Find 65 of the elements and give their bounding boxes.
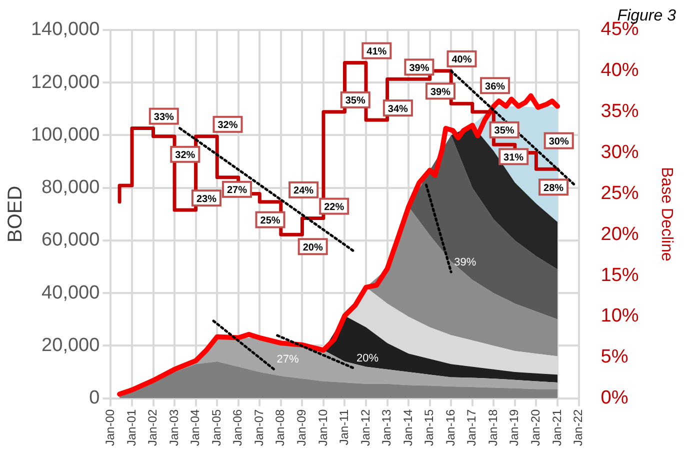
data-label: 20% [302, 242, 323, 254]
y2-tick-label: 25% [600, 182, 639, 204]
y-tick-label: 140,000 [30, 19, 100, 40]
data-label: 41% [366, 46, 387, 58]
data-label: 36% [485, 81, 506, 92]
data-label: 35% [345, 96, 366, 107]
x-tick-label: Jan-05 [209, 408, 224, 446]
annotation: 27% [276, 354, 300, 366]
y2-tick-label: 0% [600, 388, 628, 409]
x-tick-label: Jan-17 [464, 408, 479, 446]
x-tick-label: Jan-21 [550, 408, 564, 446]
x-tick-label: Jan-22 [571, 408, 586, 446]
data-label: 30% [548, 136, 569, 148]
x-tick-label: Jan-18 [486, 408, 500, 446]
y2-tick-label: 20% [600, 224, 639, 245]
data-label: 31% [504, 152, 524, 164]
data-label: 23% [196, 194, 217, 205]
x-tick-label: Jan-06 [230, 408, 245, 446]
y2-axis-title: Base Decline [658, 167, 675, 262]
x-tick-label: Jan-13 [380, 408, 394, 446]
y2-tick-label: 40% [600, 60, 639, 82]
y-tick-label: 20,000 [42, 334, 100, 356]
x-tick-label: Jan-19 [507, 408, 522, 446]
annotation: 39% [454, 256, 476, 269]
x-tick-label: Jan-11 [337, 408, 352, 446]
x-tick-label: Jan-20 [528, 408, 543, 446]
y2-tick-label: 35% [600, 101, 639, 122]
y-tick-label: 0 [89, 388, 100, 409]
data-label: 32% [218, 120, 238, 132]
data-label: 34% [388, 104, 408, 115]
x-tick-label: Jan-15 [422, 408, 436, 446]
data-label: 40% [452, 54, 472, 66]
y-tick-label: 80,000 [42, 177, 100, 198]
data-label: 32% [175, 150, 196, 162]
data-label: 24% [294, 186, 314, 197]
x-tick-label: Jan-09 [294, 408, 309, 446]
data-label: 22% [324, 202, 344, 213]
x-tick-label: Jan-01 [124, 408, 138, 446]
annotation: 20% [356, 352, 379, 365]
y-tick-label: 40,000 [42, 282, 100, 304]
x-tick-label: Jan-03 [166, 408, 181, 446]
y-axis-title: BOED [4, 186, 27, 242]
y2-tick-label: 15% [600, 264, 639, 286]
x-tick-label: Jan-10 [316, 408, 330, 446]
data-label: 39% [430, 86, 451, 98]
x-tick-label: Jan-08 [273, 408, 288, 446]
x-tick-label: Jan-07 [252, 408, 266, 446]
data-label: 33% [154, 112, 174, 123]
x-tick-label: Jan-14 [400, 408, 415, 446]
x-tick-label: Jan-04 [188, 408, 202, 446]
x-tick-label: Jan-12 [358, 408, 372, 446]
x-tick-label: Jan-02 [146, 408, 160, 446]
y2-tick-label: 30% [600, 142, 639, 164]
data-label: 39% [409, 62, 430, 74]
y2-tick-label: 5% [600, 346, 628, 368]
y2-tick-label: 10% [600, 306, 639, 327]
data-label: 28% [544, 182, 564, 194]
y-tick-label: 60,000 [42, 230, 100, 251]
x-tick-label: Jan-16 [443, 408, 458, 446]
data-label: 35% [494, 126, 514, 137]
y-tick-label: 100,000 [30, 124, 100, 146]
data-label: 25% [260, 215, 280, 226]
y-tick-label: 120,000 [30, 72, 100, 93]
x-tick-label: Jan-00 [102, 408, 117, 446]
data-label: 27% [226, 185, 248, 196]
